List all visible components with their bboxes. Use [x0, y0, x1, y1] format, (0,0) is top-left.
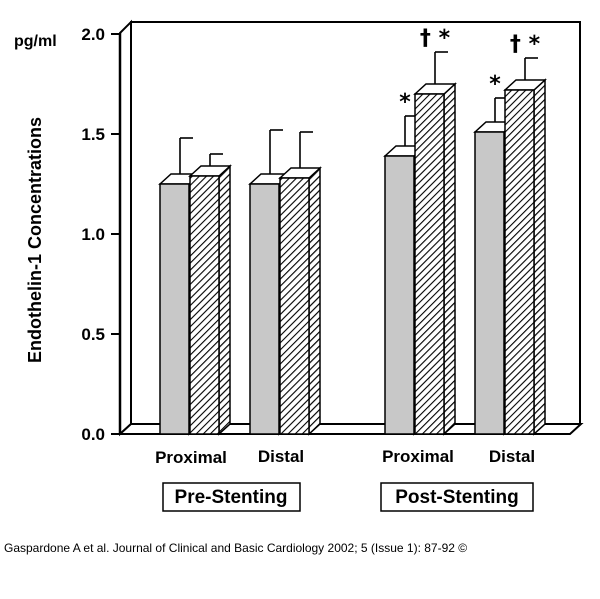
- bar-post-stenting-proximal-hatched: † *: [413, 26, 457, 436]
- bar-pre-stenting-proximal-hatched: [188, 153, 232, 436]
- group-box-post-stenting: [380, 482, 534, 512]
- figure-caption: Gaspardone A et al. Journal of Clinical …: [4, 541, 468, 555]
- bar-side-face: [308, 166, 321, 436]
- significance-marker: † *: [510, 32, 541, 57]
- plot-back-wall: [119, 19, 132, 437]
- y-tick-label: 0.0: [81, 425, 105, 444]
- bar-front-face: [384, 155, 415, 435]
- bar-front-face: [159, 183, 190, 435]
- y-axis-title: Endothelin-1 Concentrations: [25, 117, 45, 363]
- y-axis: 0.0 0.5 1.0 1.5 2.0: [81, 25, 120, 444]
- group-box-pre-stenting: [162, 482, 301, 512]
- category-label-post-proximal: Proximal: [382, 447, 454, 466]
- y-tick-label: 0.5: [81, 325, 105, 344]
- bar-side-face: [443, 82, 456, 436]
- category-label-pre-proximal: Proximal: [155, 448, 227, 467]
- bar-pre-stenting-distal-hatched: [278, 131, 322, 436]
- group-label-pre-stenting: Pre-Stenting: [175, 487, 288, 508]
- y-tick-label: 2.0: [81, 25, 105, 44]
- bar-front-face: [279, 177, 310, 435]
- bar-front-face: [504, 89, 535, 435]
- bar-front-face: [189, 175, 220, 435]
- group-label-post-stenting: Post-Stenting: [395, 487, 519, 508]
- bar-side-face: [218, 164, 231, 436]
- significance-marker: *: [489, 72, 501, 97]
- category-label-post-distal: Distal: [489, 447, 535, 466]
- y-tick-label: 1.5: [81, 125, 105, 144]
- significance-marker: *: [399, 90, 411, 115]
- bar-front-face: [414, 93, 445, 435]
- bar-post-stenting-distal-hatched: † *: [503, 32, 547, 436]
- category-label-pre-distal: Distal: [258, 447, 304, 466]
- significance-marker: † *: [420, 26, 451, 51]
- bars: * † * * † *: [158, 26, 547, 436]
- bar-front-face: [249, 183, 280, 435]
- bar-side-face: [533, 78, 546, 436]
- bar-front-face: [474, 131, 505, 435]
- y-axis-unit: pg/ml: [14, 33, 57, 50]
- chart: 0.0 0.5 1.0 1.5 2.0 pg/ml Endothelin-1 Conce…: [14, 19, 584, 512]
- y-tick-label: 1.0: [81, 225, 105, 244]
